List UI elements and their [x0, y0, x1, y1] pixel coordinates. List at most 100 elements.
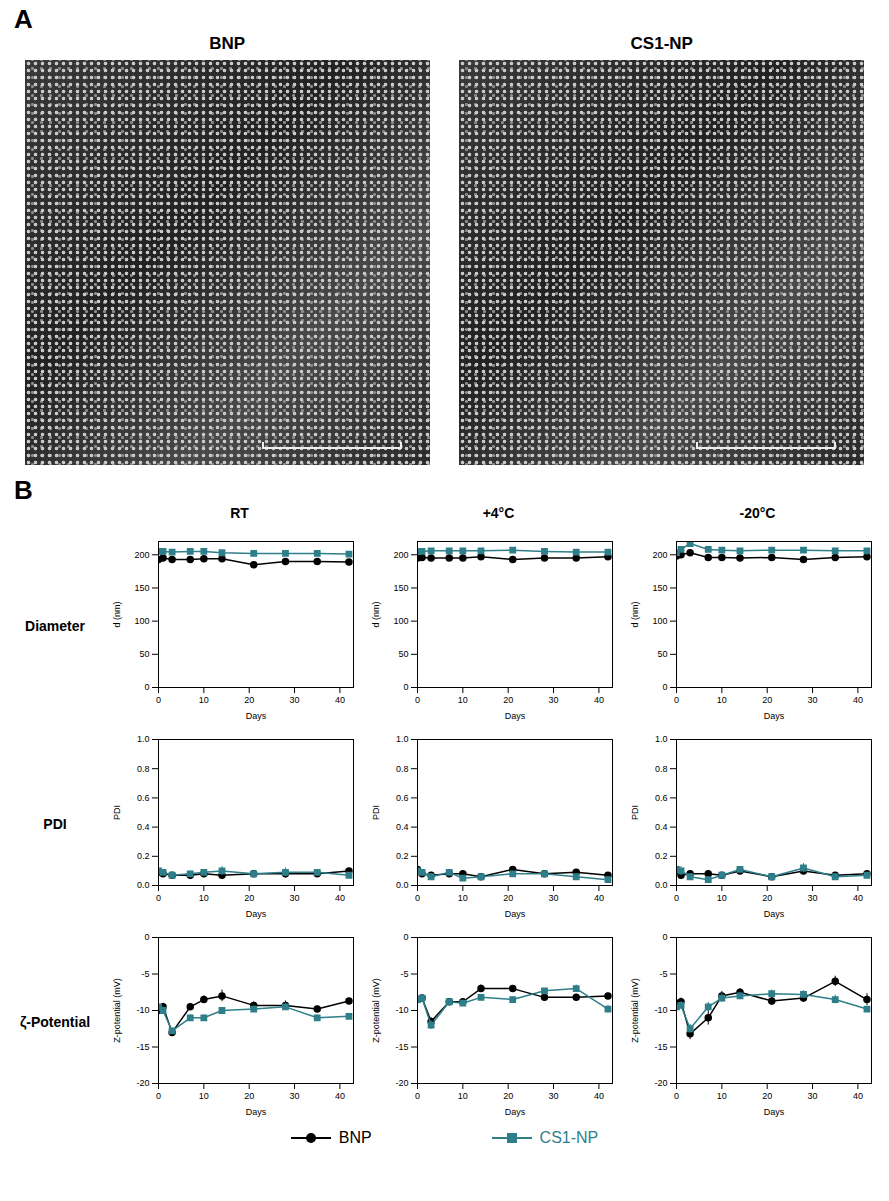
svg-text:50: 50: [657, 649, 667, 659]
svg-text:-5: -5: [400, 969, 408, 979]
svg-text:Days: Days: [764, 1107, 785, 1117]
svg-text:20: 20: [762, 893, 772, 903]
svg-text:Z-potential (mV): Z-potential (mV): [112, 978, 122, 1043]
svg-text:10: 10: [199, 1091, 209, 1101]
svg-text:10: 10: [717, 1091, 727, 1101]
svg-text:20: 20: [503, 1091, 513, 1101]
svg-text:0: 0: [662, 932, 667, 942]
svg-text:-10: -10: [654, 1005, 667, 1015]
svg-text:-5: -5: [141, 969, 149, 979]
svg-text:40: 40: [594, 695, 604, 705]
svg-text:0.6: 0.6: [137, 793, 150, 803]
svg-text:Z-potential (mV): Z-potential (mV): [371, 978, 381, 1043]
svg-text:20: 20: [244, 1091, 254, 1101]
svg-text:200: 200: [652, 550, 667, 560]
svg-text:40: 40: [853, 695, 863, 705]
svg-text:PDI: PDI: [630, 805, 640, 820]
svg-text:0.0: 0.0: [137, 880, 150, 890]
svg-text:d (nm): d (nm): [630, 601, 640, 627]
svg-text:1.0: 1.0: [396, 734, 409, 744]
svg-text:0.2: 0.2: [655, 851, 668, 861]
svg-text:30: 30: [808, 695, 818, 705]
svg-text:30: 30: [808, 893, 818, 903]
svg-text:-15: -15: [395, 1042, 408, 1052]
svg-text:Days: Days: [505, 711, 526, 721]
svg-text:40: 40: [594, 1091, 604, 1101]
svg-text:0: 0: [144, 682, 149, 692]
svg-text:0: 0: [156, 1091, 161, 1101]
svg-text:0.2: 0.2: [396, 851, 409, 861]
svg-text:PDI: PDI: [112, 805, 122, 820]
svg-text:Days: Days: [246, 711, 267, 721]
svg-text:0: 0: [674, 1091, 679, 1101]
svg-text:0.8: 0.8: [396, 764, 409, 774]
svg-text:Days: Days: [764, 711, 785, 721]
svg-text:10: 10: [717, 893, 727, 903]
svg-text:-15: -15: [654, 1042, 667, 1052]
svg-text:-10: -10: [395, 1005, 408, 1015]
svg-text:Days: Days: [505, 909, 526, 919]
svg-text:-5: -5: [659, 969, 667, 979]
svg-text:0: 0: [662, 682, 667, 692]
svg-text:0: 0: [415, 695, 420, 705]
svg-text:10: 10: [458, 1091, 468, 1101]
svg-text:0: 0: [144, 932, 149, 942]
svg-text:40: 40: [335, 1091, 345, 1101]
svg-text:150: 150: [652, 583, 667, 593]
svg-text:0: 0: [415, 1091, 420, 1101]
svg-text:30: 30: [549, 695, 559, 705]
svg-text:0.8: 0.8: [655, 764, 668, 774]
svg-text:10: 10: [458, 893, 468, 903]
svg-text:20: 20: [762, 695, 772, 705]
svg-text:0.4: 0.4: [137, 822, 150, 832]
svg-text:100: 100: [393, 616, 408, 626]
svg-text:20: 20: [762, 1091, 772, 1101]
svg-text:0.6: 0.6: [655, 793, 668, 803]
svg-text:0: 0: [156, 893, 161, 903]
svg-text:30: 30: [549, 893, 559, 903]
svg-text:0: 0: [403, 932, 408, 942]
svg-text:Days: Days: [246, 909, 267, 919]
svg-text:Z-potential (mV): Z-potential (mV): [630, 978, 640, 1043]
svg-text:30: 30: [808, 1091, 818, 1101]
svg-text:150: 150: [393, 583, 408, 593]
svg-text:0.6: 0.6: [396, 793, 409, 803]
svg-text:0: 0: [415, 893, 420, 903]
svg-text:150: 150: [134, 583, 149, 593]
svg-text:0: 0: [674, 893, 679, 903]
svg-text:20: 20: [244, 893, 254, 903]
svg-text:30: 30: [290, 695, 300, 705]
svg-text:1.0: 1.0: [655, 734, 668, 744]
svg-text:40: 40: [853, 1091, 863, 1101]
svg-text:0: 0: [156, 695, 161, 705]
svg-text:-20: -20: [654, 1078, 667, 1088]
svg-text:-15: -15: [136, 1042, 149, 1052]
svg-text:30: 30: [290, 893, 300, 903]
svg-text:0.4: 0.4: [396, 822, 409, 832]
svg-text:200: 200: [134, 550, 149, 560]
svg-text:40: 40: [335, 695, 345, 705]
svg-text:100: 100: [652, 616, 667, 626]
svg-text:Days: Days: [246, 1107, 267, 1117]
svg-text:0: 0: [403, 682, 408, 692]
svg-text:d (nm): d (nm): [371, 601, 381, 627]
svg-text:10: 10: [199, 695, 209, 705]
svg-text:-20: -20: [136, 1078, 149, 1088]
svg-text:30: 30: [290, 1091, 300, 1101]
svg-text:PDI: PDI: [371, 805, 381, 820]
svg-text:0.4: 0.4: [655, 822, 668, 832]
svg-text:40: 40: [335, 893, 345, 903]
svg-text:0.8: 0.8: [137, 764, 150, 774]
svg-text:20: 20: [503, 893, 513, 903]
svg-text:200: 200: [393, 550, 408, 560]
svg-text:50: 50: [139, 649, 149, 659]
svg-text:20: 20: [244, 695, 254, 705]
svg-text:10: 10: [458, 695, 468, 705]
svg-text:-20: -20: [395, 1078, 408, 1088]
svg-text:30: 30: [549, 1091, 559, 1101]
svg-text:0.0: 0.0: [655, 880, 668, 890]
svg-text:Days: Days: [764, 909, 785, 919]
svg-text:0.0: 0.0: [396, 880, 409, 890]
svg-text:50: 50: [398, 649, 408, 659]
svg-text:1.0: 1.0: [137, 734, 150, 744]
